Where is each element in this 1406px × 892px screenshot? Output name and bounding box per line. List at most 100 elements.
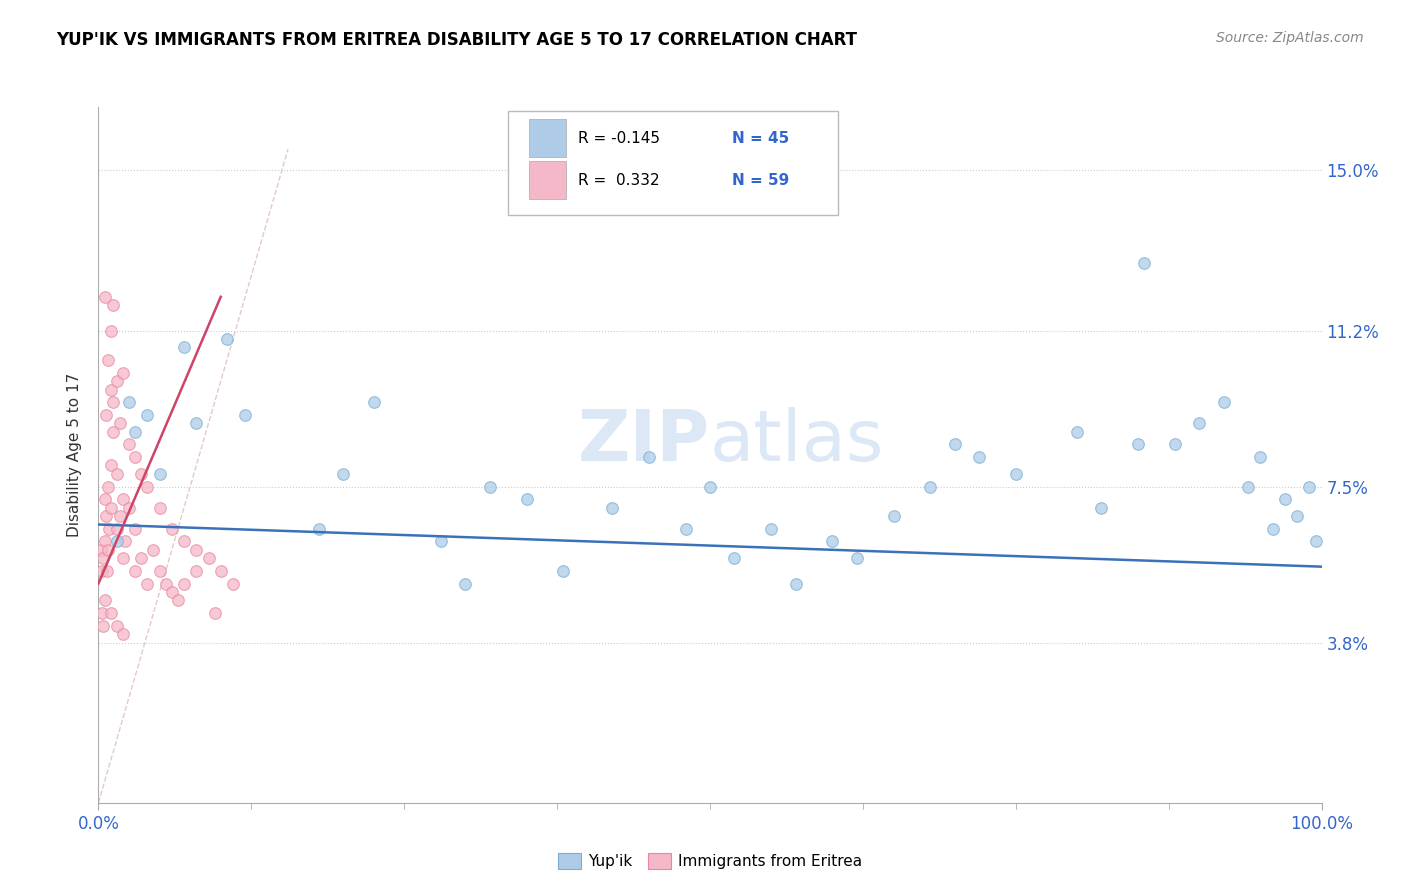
Point <box>363 395 385 409</box>
FancyBboxPatch shape <box>508 111 838 215</box>
Point <box>209 564 232 578</box>
Point <box>105 467 128 481</box>
Point <box>1164 437 1187 451</box>
Legend: Yup'ik, Immigrants from Eritrea: Yup'ik, Immigrants from Eritrea <box>551 847 869 875</box>
Point <box>111 627 134 641</box>
Point <box>90 542 112 557</box>
Point <box>332 467 354 481</box>
Y-axis label: Disability Age 5 to 17: Disability Age 5 to 17 <box>67 373 83 537</box>
Point <box>100 458 122 473</box>
Point <box>118 500 141 515</box>
Bar <box>529 161 565 199</box>
Text: R =  0.332: R = 0.332 <box>578 172 659 187</box>
Point <box>97 479 120 493</box>
Point <box>186 417 208 431</box>
Point <box>430 534 453 549</box>
Point <box>1212 395 1234 409</box>
Point <box>1298 479 1320 493</box>
Point <box>173 340 195 354</box>
Point <box>638 450 661 464</box>
Point <box>785 576 807 591</box>
Point <box>1066 425 1088 439</box>
Point <box>173 576 195 591</box>
Point <box>308 522 330 536</box>
Point <box>1004 467 1026 481</box>
Point <box>821 534 844 549</box>
Point <box>98 522 121 536</box>
Point <box>91 551 114 566</box>
Point <box>91 618 114 632</box>
Point <box>967 450 990 464</box>
Point <box>129 551 152 566</box>
Point <box>845 551 868 566</box>
Point <box>149 564 172 578</box>
Point <box>233 408 256 422</box>
Point <box>173 534 195 549</box>
Text: Source: ZipAtlas.com: Source: ZipAtlas.com <box>1216 31 1364 45</box>
Point <box>883 509 905 524</box>
Point <box>1286 509 1309 524</box>
Point <box>1237 479 1260 493</box>
Point <box>675 522 697 536</box>
Point <box>129 467 152 481</box>
Point <box>197 551 219 566</box>
Point <box>761 522 783 536</box>
Point <box>105 522 128 536</box>
Point <box>222 576 245 591</box>
Point <box>94 509 117 524</box>
Point <box>136 408 159 422</box>
Text: atlas: atlas <box>710 407 884 475</box>
Point <box>105 374 128 388</box>
Point <box>124 425 146 439</box>
Point <box>97 542 120 557</box>
Point <box>94 408 117 422</box>
Point <box>454 576 477 591</box>
Text: N = 45: N = 45 <box>733 131 789 146</box>
Point <box>110 417 132 431</box>
Point <box>215 332 238 346</box>
Point <box>124 522 146 536</box>
Point <box>93 593 115 607</box>
Point <box>155 576 177 591</box>
Point <box>160 522 183 536</box>
Point <box>97 353 120 368</box>
Point <box>186 564 208 578</box>
Point <box>93 290 115 304</box>
Point <box>101 395 124 409</box>
Point <box>920 479 942 493</box>
Point <box>553 564 575 578</box>
Point <box>149 467 172 481</box>
Point <box>118 437 141 451</box>
Point <box>149 500 172 515</box>
Point <box>160 585 183 599</box>
Text: N = 59: N = 59 <box>733 172 789 187</box>
Point <box>100 324 122 338</box>
Point <box>1305 534 1327 549</box>
Point <box>124 564 146 578</box>
Point <box>186 542 208 557</box>
Point <box>142 542 165 557</box>
Text: YUP'IK VS IMMIGRANTS FROM ERITREA DISABILITY AGE 5 TO 17 CORRELATION CHART: YUP'IK VS IMMIGRANTS FROM ERITREA DISABI… <box>56 31 858 49</box>
Point <box>1090 500 1112 515</box>
Point <box>204 606 226 620</box>
Point <box>111 366 134 380</box>
Point <box>1188 417 1211 431</box>
Point <box>516 492 538 507</box>
Point <box>1274 492 1296 507</box>
Point <box>699 479 721 493</box>
Point <box>167 593 190 607</box>
Point <box>1250 450 1272 464</box>
Point <box>1261 522 1284 536</box>
Point <box>100 383 122 397</box>
Point <box>100 500 122 515</box>
Point <box>111 492 134 507</box>
Point <box>723 551 745 566</box>
Point <box>93 492 115 507</box>
Point <box>118 395 141 409</box>
Point <box>91 606 114 620</box>
Point <box>91 564 114 578</box>
Point <box>100 606 122 620</box>
Point <box>136 576 159 591</box>
Point <box>110 509 132 524</box>
Point <box>105 534 128 549</box>
